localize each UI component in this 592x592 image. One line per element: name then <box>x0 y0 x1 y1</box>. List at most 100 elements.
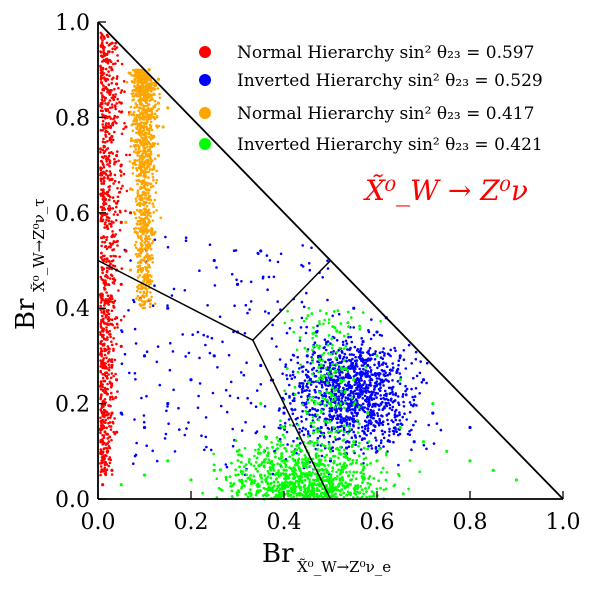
data-point <box>329 374 332 378</box>
data-point <box>206 335 209 338</box>
data-point <box>99 105 102 108</box>
data-point <box>335 358 339 362</box>
data-point <box>133 372 137 375</box>
data-point <box>294 468 297 472</box>
data-point <box>150 93 154 97</box>
data-point <box>305 475 309 479</box>
data-point <box>268 259 272 262</box>
data-point <box>293 393 297 396</box>
data-point <box>329 368 333 371</box>
data-point <box>391 379 394 382</box>
data-point <box>102 35 106 38</box>
data-point <box>304 472 307 476</box>
data-point <box>107 283 110 286</box>
data-point <box>99 347 103 350</box>
data-point <box>379 386 382 389</box>
data-point <box>361 351 365 354</box>
data-point <box>166 459 170 463</box>
data-point <box>221 340 224 344</box>
data-point <box>132 150 136 153</box>
data-point <box>124 125 128 129</box>
data-point <box>234 468 237 472</box>
data-point <box>100 44 103 48</box>
data-point <box>292 458 295 461</box>
data-point <box>115 205 118 209</box>
data-point <box>212 258 216 263</box>
data-point <box>350 396 354 400</box>
data-point <box>277 475 281 478</box>
data-point <box>365 490 368 493</box>
data-point <box>181 333 184 336</box>
data-point <box>122 80 126 83</box>
data-point <box>279 419 282 423</box>
data-point <box>341 343 345 347</box>
data-point <box>364 372 367 375</box>
data-point <box>354 355 357 359</box>
data-point <box>366 363 370 368</box>
data-point <box>101 113 104 116</box>
data-point <box>338 452 341 455</box>
data-point <box>282 425 286 430</box>
data-point <box>408 410 412 414</box>
data-point <box>111 397 115 401</box>
data-point <box>271 486 275 489</box>
data-point <box>402 492 405 496</box>
data-point <box>360 462 363 466</box>
data-point <box>102 202 105 205</box>
data-point <box>143 306 147 310</box>
data-point <box>385 404 389 408</box>
data-point <box>320 492 323 495</box>
data-point <box>113 114 117 118</box>
data-point <box>256 451 260 455</box>
data-point <box>362 387 365 390</box>
data-point <box>307 306 311 310</box>
data-point <box>334 368 337 372</box>
data-point <box>111 233 115 236</box>
data-point <box>401 395 405 398</box>
data-point <box>389 391 392 395</box>
data-point <box>123 121 126 125</box>
data-point <box>403 412 406 416</box>
data-point <box>276 473 280 476</box>
data-point <box>116 213 119 216</box>
data-point <box>366 447 369 451</box>
data-point <box>149 282 152 286</box>
data-point <box>381 357 385 361</box>
data-point <box>364 369 368 372</box>
data-point <box>445 449 449 453</box>
data-point <box>109 254 113 258</box>
data-point <box>146 91 149 95</box>
data-point <box>263 405 267 408</box>
data-point <box>113 173 117 177</box>
data-point <box>358 491 361 495</box>
data-point <box>110 343 114 347</box>
data-point <box>145 350 149 354</box>
data-point <box>400 423 404 427</box>
data-point <box>108 115 111 118</box>
data-point <box>161 125 165 129</box>
data-point <box>116 244 119 247</box>
data-point <box>137 99 140 102</box>
data-point <box>337 401 340 405</box>
data-point <box>405 387 409 391</box>
data-point <box>249 463 253 466</box>
data-point <box>115 153 119 158</box>
data-point <box>110 41 113 45</box>
data-point <box>105 169 108 173</box>
data-point <box>334 384 338 388</box>
data-point <box>140 198 144 202</box>
data-point <box>365 424 369 427</box>
data-point <box>329 364 332 367</box>
data-point <box>102 308 105 312</box>
data-point <box>114 395 118 399</box>
data-point <box>140 160 144 163</box>
data-point <box>316 430 320 434</box>
data-point <box>360 495 364 499</box>
data-point <box>129 105 133 109</box>
data-point <box>342 464 345 468</box>
data-point <box>331 378 334 382</box>
data-point <box>346 372 350 375</box>
data-point <box>135 289 139 293</box>
data-point <box>151 219 155 222</box>
data-point <box>297 453 301 456</box>
